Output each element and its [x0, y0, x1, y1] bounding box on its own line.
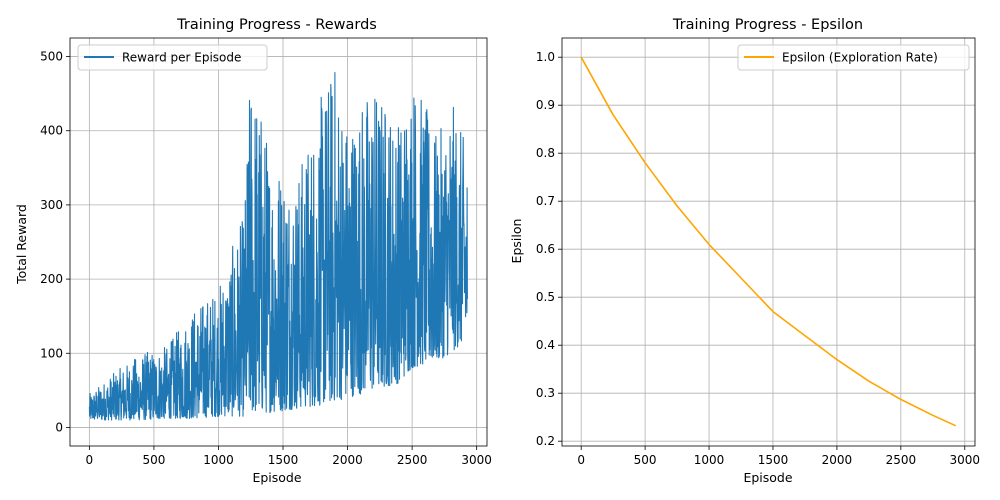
rewards-x-tick-label: 1500 [268, 453, 299, 467]
epsilon-y-tick-label: 0.4 [536, 338, 555, 352]
epsilon-legend: Epsilon (Exploration Rate) [737, 44, 970, 71]
epsilon-x-tick-label: 1500 [758, 453, 789, 467]
rewards-x-tick-label: 3000 [461, 453, 492, 467]
epsilon-grid [562, 38, 975, 446]
rewards-spines [69, 37, 488, 447]
epsilon-x-tick-label: 0 [577, 453, 585, 467]
epsilon-y-tick-label: 0.9 [536, 98, 555, 112]
rewards-y-tick-label: 300 [40, 198, 63, 212]
epsilon-x-axis-label: Episode [743, 470, 792, 485]
rewards-x-tick-label: 2500 [397, 453, 428, 467]
rewards-x-tick-label: 2000 [332, 453, 363, 467]
reward-per-episode-line [88, 71, 468, 421]
rewards-x-axis-label: Episode [252, 470, 301, 485]
epsilon-spines [561, 37, 976, 447]
epsilon-y-tick-label: 0.7 [536, 194, 555, 208]
epsilon-y-tick-label: 0.6 [536, 242, 555, 256]
epsilon-line [580, 56, 957, 427]
rewards-x-tick-label: 500 [142, 453, 165, 467]
epsilon-x-tick-label: 500 [634, 453, 657, 467]
rewards-y-tick-label: 400 [40, 124, 63, 138]
epsilon-y-axis-label: Epsilon [509, 219, 524, 264]
epsilon-chart-title: Training Progress - Epsilon [672, 17, 863, 33]
rewards-y-tick-label: 0 [55, 420, 63, 434]
rewards-x-tick-label: 0 [86, 453, 94, 467]
rewards-y-tick-label: 100 [40, 346, 63, 360]
epsilon-axes-frame [561, 37, 976, 447]
rewards-x-ticks: 0 500 1000 1500 2000 2500 3000 [86, 446, 492, 467]
rewards-y-tick-label: 500 [40, 50, 63, 64]
epsilon-y-ticks: 0.2 0.3 0.4 0.5 0.6 0.7 0.8 0.9 1.0 [536, 50, 562, 448]
epsilon-x-ticks: 0 500 1000 1500 2000 2500 3000 [577, 446, 980, 467]
rewards-x-tick-label: 1000 [203, 453, 234, 467]
rewards-plot-area [88, 71, 468, 421]
epsilon-y-tick-label: 1.0 [536, 50, 555, 64]
rewards-chart: Training Progress - Rewards 0 500 1000 1500… [14, 17, 492, 485]
rewards-chart-title: Training Progress - Rewards [176, 17, 377, 33]
epsilon-x-tick-label: 2000 [822, 453, 853, 467]
rewards-legend-box [77, 44, 268, 71]
epsilon-y-tick-label: 0.8 [536, 146, 555, 160]
epsilon-legend-label: Epsilon (Exploration Rate) [782, 51, 938, 65]
rewards-axes-frame [69, 37, 488, 447]
epsilon-y-tick-label: 0.5 [536, 290, 555, 304]
rewards-y-ticks: 0 100 200 300 400 500 [40, 50, 70, 434]
epsilon-chart: Training Progress - Epsilon 0 500 1000 1500… [509, 17, 980, 485]
rewards-legend: Reward per Episode [77, 44, 268, 71]
rewards-legend-label: Reward per Episode [122, 51, 241, 65]
epsilon-legend-box [737, 44, 970, 71]
rewards-y-axis-label: Total Reward [14, 204, 29, 285]
epsilon-x-tick-label: 3000 [949, 453, 980, 467]
epsilon-x-tick-label: 1000 [694, 453, 725, 467]
epsilon-y-tick-label: 0.3 [536, 386, 555, 400]
epsilon-y-tick-label: 0.2 [536, 434, 555, 448]
epsilon-x-tick-label: 2500 [886, 453, 917, 467]
rewards-y-tick-label: 200 [40, 272, 63, 286]
epsilon-plot-area [580, 56, 957, 427]
